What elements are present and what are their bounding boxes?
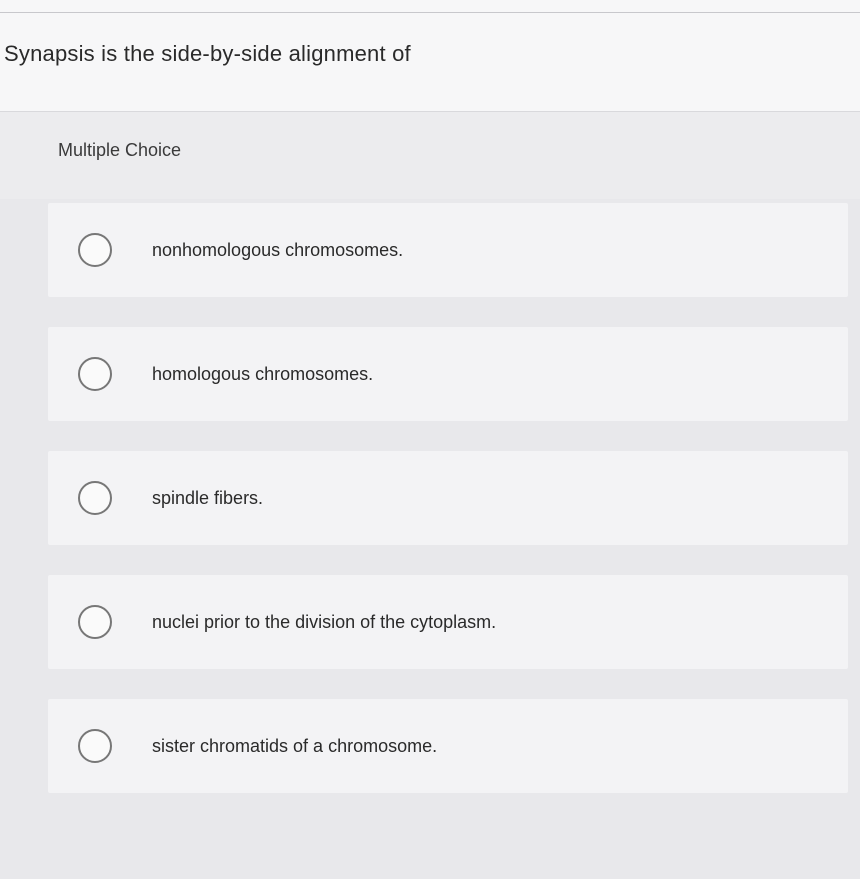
- radio-icon[interactable]: [78, 233, 112, 267]
- options-list: nonhomologous chromosomes. homologous ch…: [0, 199, 860, 793]
- radio-icon[interactable]: [78, 357, 112, 391]
- option-label: nonhomologous chromosomes.: [152, 240, 403, 261]
- radio-icon[interactable]: [78, 481, 112, 515]
- question-prompt: Synapsis is the side-by-side alignment o…: [4, 41, 411, 66]
- option-row[interactable]: homologous chromosomes.: [48, 327, 848, 421]
- top-divider: [0, 0, 860, 13]
- radio-icon[interactable]: [78, 729, 112, 763]
- option-row[interactable]: nuclei prior to the division of the cyto…: [48, 575, 848, 669]
- option-row[interactable]: nonhomologous chromosomes.: [48, 203, 848, 297]
- radio-icon[interactable]: [78, 605, 112, 639]
- option-label: nuclei prior to the division of the cyto…: [152, 612, 496, 633]
- option-label: spindle fibers.: [152, 488, 263, 509]
- option-row[interactable]: spindle fibers.: [48, 451, 848, 545]
- question-type-label: Multiple Choice: [0, 112, 860, 199]
- option-row[interactable]: sister chromatids of a chromosome.: [48, 699, 848, 793]
- option-label: homologous chromosomes.: [152, 364, 373, 385]
- option-label: sister chromatids of a chromosome.: [152, 736, 437, 757]
- question-block: Synapsis is the side-by-side alignment o…: [0, 13, 860, 112]
